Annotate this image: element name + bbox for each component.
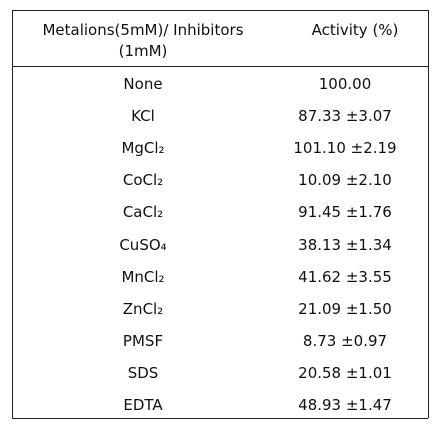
inhibitor-cell: CuSO₄ [119,235,167,254]
header-cell: (1mM) [118,42,168,60]
activity-cell: 21.09 ±1.50 [298,299,392,318]
header-cell: Metalions(5mM)/ Inhibitors [42,21,244,39]
header-cell: Activity (%) [311,21,399,39]
inhibitor-cell: SDS [127,363,159,382]
inhibitor-cell: KCl [131,107,155,126]
activity-cell: 48.93 ±1.47 [298,396,392,414]
left-rule [12,10,13,418]
activity-cell: 101.10 ±2.19 [293,139,397,158]
inhibitor-cell: CoCl₂ [122,171,164,190]
activity-cell: 87.33 ±3.07 [298,107,392,126]
inhibitor-cell: MnCl₂ [121,267,165,286]
header-rule [12,66,428,67]
activity-cell: 41.62 ±3.55 [298,267,392,286]
inhibitor-cell: MgCl₂ [121,139,165,158]
activity-cell: 8.73 ±0.97 [302,331,388,350]
right-rule [428,10,429,418]
top-rule [12,10,428,11]
inhibitor-cell: EDTA [123,396,163,414]
activity-cell: 100.00 [318,75,372,93]
bottom-rule [12,418,428,419]
activity-cell: 20.58 ±1.01 [298,363,392,382]
activity-cell: 38.13 ±1.34 [298,235,392,254]
inhibitor-cell: CaCl₂ [122,203,164,222]
activity-cell: 91.45 ±1.76 [298,203,392,222]
activity-cell: 10.09 ±2.10 [298,171,392,190]
inhibitor-cell: None [123,75,163,93]
inhibitor-cell: ZnCl₂ [122,299,164,318]
inhibitor-cell: PMSF [122,331,164,350]
